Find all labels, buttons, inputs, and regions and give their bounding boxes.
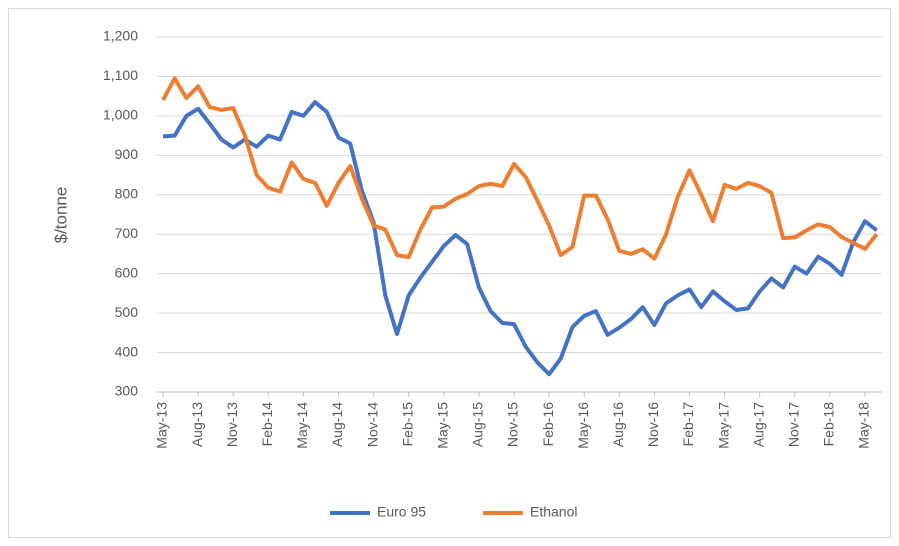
x-tick-label: Nov-13 bbox=[224, 402, 240, 447]
x-tick-label: May-14 bbox=[294, 402, 310, 449]
y-tick-label: 500 bbox=[115, 304, 139, 320]
x-tick-label: Feb-18 bbox=[821, 402, 837, 447]
y-tick-label: 1,000 bbox=[103, 107, 138, 123]
y-tick-label: 1,100 bbox=[103, 67, 138, 83]
x-tick-label: Aug-16 bbox=[610, 402, 626, 447]
x-tick-label: Nov-16 bbox=[645, 402, 661, 447]
x-tick-label: Nov-15 bbox=[505, 402, 521, 447]
x-tick-label: Feb-14 bbox=[259, 402, 275, 447]
x-tick-label: May-17 bbox=[715, 402, 731, 449]
y-tick-label: 300 bbox=[115, 383, 139, 399]
x-tick-label: May-15 bbox=[435, 402, 451, 449]
x-tick-label: Nov-17 bbox=[786, 402, 802, 447]
x-tick-label: Aug-14 bbox=[329, 402, 345, 447]
chart-border bbox=[8, 8, 891, 538]
series-line bbox=[161, 76, 879, 261]
legend-label: Euro 95 bbox=[377, 504, 426, 520]
x-tick-label: Aug-17 bbox=[750, 402, 766, 447]
x-tick-label: Nov-14 bbox=[364, 402, 380, 447]
x-tick-label: Feb-16 bbox=[540, 402, 556, 447]
y-tick-label: 1,200 bbox=[103, 28, 138, 44]
x-tick-label: Aug-15 bbox=[470, 402, 486, 447]
x-tick-label: Aug-13 bbox=[189, 402, 205, 447]
x-tick-label: Feb-17 bbox=[680, 402, 696, 447]
x-tick-label: May-18 bbox=[856, 402, 872, 449]
y-tick-label: 400 bbox=[115, 343, 139, 359]
y-tick-label: 800 bbox=[115, 185, 139, 201]
y-tick-label: 700 bbox=[115, 225, 139, 241]
legend-label: Ethanol bbox=[530, 504, 577, 520]
y-tick-label: 600 bbox=[115, 264, 139, 280]
y-tick-label: 900 bbox=[115, 146, 139, 162]
x-tick-label: May-13 bbox=[154, 402, 170, 449]
x-tick-label: May-16 bbox=[575, 402, 591, 449]
series-line bbox=[162, 100, 878, 377]
y-axis-label: $/tonne bbox=[51, 187, 70, 244]
x-tick-label: Feb-15 bbox=[399, 402, 415, 447]
